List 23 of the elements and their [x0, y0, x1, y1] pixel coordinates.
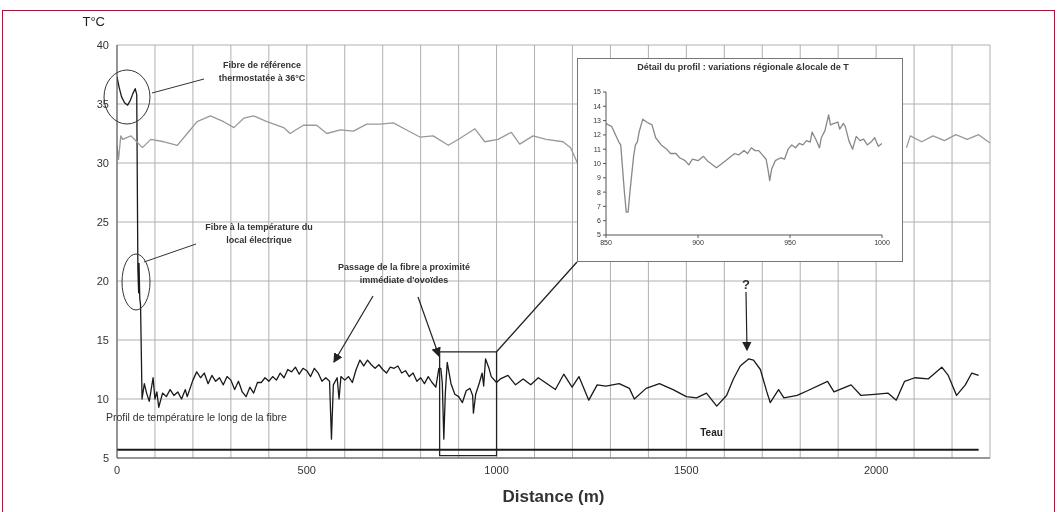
x-axis-title: Distance (m)	[502, 487, 605, 506]
annotation: Fibre de référence thermostatée à 36°C	[217, 59, 307, 86]
annotation: Profil de température le long de la fibre	[106, 410, 288, 425]
annotation: Fibre à la température du local électrique	[204, 221, 314, 248]
y-tick-label: 20	[96, 274, 109, 287]
x-tick-label: 1000	[484, 463, 509, 476]
line-series	[606, 114, 882, 213]
chart-title: Détail du profil : variations régionale &locale de T	[636, 61, 850, 74]
y-tick-label: 15	[96, 333, 109, 346]
x-tick-label: 0	[113, 463, 121, 476]
y-tick-label: 40	[96, 38, 109, 51]
y-tick-label: 30	[96, 156, 109, 169]
y-tick-label: 25	[96, 215, 109, 228]
y-tick-label: 5	[102, 451, 109, 464]
y-tick-label: 35	[96, 97, 109, 110]
annotation: Passage de la fibre a proximité immédiate d'ovoïdes	[336, 261, 472, 288]
series-label: Teau	[700, 426, 723, 438]
x-tick-label: 500	[297, 463, 316, 476]
annotation: ?	[741, 276, 751, 294]
x-tick-label: 2000	[863, 463, 889, 476]
x-tick-label: 1500	[674, 463, 699, 476]
y-tick-label: 10	[96, 392, 109, 405]
y-axis-title: T°C	[82, 14, 105, 30]
